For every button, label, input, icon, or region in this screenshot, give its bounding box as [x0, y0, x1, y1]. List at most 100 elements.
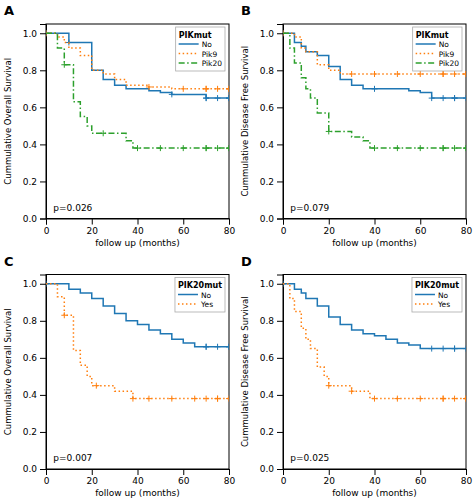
- tick-label: 0.4: [260, 390, 275, 400]
- legend-box: [413, 27, 462, 71]
- tick: 0.0: [23, 214, 46, 224]
- tick-mark: [40, 284, 46, 285]
- legend: PIKmutNoPik9Pik20: [413, 27, 462, 71]
- tick-mark: [138, 469, 139, 475]
- axis-domain: [277, 275, 284, 470]
- tick: 0.8: [23, 66, 46, 76]
- tick: 40: [369, 219, 381, 236]
- tick-mark: [420, 219, 421, 225]
- censor-mark: [215, 95, 221, 101]
- censor-mark: [440, 396, 446, 402]
- survival-curve: [283, 284, 466, 349]
- tick-label: 0: [281, 476, 287, 486]
- tick: 80: [461, 469, 473, 486]
- tick-label: 1.0: [260, 279, 275, 289]
- tick-label: 60: [415, 476, 427, 486]
- tick-mark: [420, 469, 421, 475]
- censor-mark: [61, 62, 67, 68]
- legend-box: [175, 278, 225, 313]
- tick: 0.8: [23, 316, 46, 326]
- censor-mark: [429, 346, 435, 352]
- censor-mark: [61, 312, 67, 318]
- censor-mark: [463, 95, 466, 101]
- x-axis: 020406080: [44, 469, 236, 486]
- tick-mark: [277, 33, 283, 34]
- legend-label: Yes: [200, 300, 213, 309]
- tick-label: 0.2: [23, 177, 37, 187]
- axis-domain: [40, 25, 47, 220]
- tick-label: 0.4: [260, 140, 275, 150]
- censor-mark: [215, 396, 221, 402]
- censor-mark: [463, 346, 466, 352]
- tick-label: 80: [224, 226, 236, 236]
- tick-mark: [40, 358, 46, 359]
- marks: [46, 281, 229, 402]
- censor-mark: [463, 396, 466, 402]
- tick: 0.8: [260, 316, 283, 326]
- tick: 0.8: [260, 66, 283, 76]
- tick-label: 0.6: [23, 103, 38, 113]
- tick-mark: [40, 219, 46, 220]
- tick-mark: [40, 395, 46, 396]
- plot-frame: [283, 275, 466, 470]
- censor-mark: [203, 145, 209, 151]
- tick: 0.2: [23, 427, 46, 437]
- censor-mark: [463, 396, 466, 402]
- survival-curve: [46, 284, 229, 399]
- legend-title: PIK20mut: [415, 281, 459, 290]
- legend-title: PIKmut: [416, 31, 449, 40]
- censor-mark: [203, 344, 209, 350]
- tick: 0.2: [23, 177, 46, 187]
- tick-label: 1.0: [23, 29, 38, 39]
- tick-label: 40: [369, 476, 381, 486]
- censor-mark: [452, 346, 458, 352]
- legend-swatch: [415, 294, 435, 296]
- tick-label: 0.0: [23, 464, 38, 474]
- tick: 20: [324, 469, 336, 486]
- legend-swatch: [178, 303, 198, 305]
- legend-label: No: [202, 40, 213, 49]
- censor-mark: [463, 145, 466, 151]
- censor-mark: [452, 396, 458, 402]
- panel-title: B: [241, 3, 251, 18]
- panel: D0204060800.00.20.40.60.81.0follow up (m…: [240, 254, 472, 499]
- tick: 60: [178, 219, 190, 236]
- tick: 1.0: [23, 279, 46, 289]
- tick-label: 0.2: [260, 427, 274, 437]
- tick: 0.0: [260, 464, 283, 474]
- tick-mark: [40, 33, 46, 34]
- censor-mark: [452, 346, 458, 352]
- censor-mark: [372, 86, 378, 92]
- plot-area: 0204060800.00.20.40.60.81.0follow up (mo…: [3, 24, 235, 248]
- tick-label: 80: [461, 226, 473, 236]
- tick: 0.4: [260, 140, 283, 150]
- survival-curve: [283, 33, 466, 98]
- tick-label: 0.8: [23, 316, 38, 326]
- tick-mark: [277, 432, 283, 433]
- censor-mark: [326, 383, 332, 389]
- tick-mark: [375, 219, 376, 225]
- y-axis-title: Cummulative Disease Free Survival: [240, 46, 250, 197]
- legend-swatch: [179, 53, 199, 55]
- axis-domain: [284, 470, 467, 476]
- legend-box: [176, 27, 225, 71]
- censor-mark: [372, 71, 378, 77]
- plot-frame: [46, 24, 229, 219]
- tick-label: 80: [461, 476, 473, 486]
- x-axis-title: follow up (months): [95, 488, 180, 498]
- tick-mark: [277, 144, 283, 145]
- legend: PIK20mutNoYes: [412, 278, 462, 313]
- plot-area: 0204060800.00.20.40.60.81.0follow up (mo…: [3, 275, 235, 499]
- legend-label: Yes: [437, 300, 450, 309]
- tick: 60: [415, 469, 427, 486]
- tick-mark: [277, 395, 283, 396]
- tick-label: 0.0: [23, 214, 38, 224]
- legend-box: [412, 278, 462, 313]
- tick: 60: [415, 219, 427, 236]
- tick: 0.4: [23, 140, 46, 150]
- legend-swatch: [416, 43, 436, 45]
- panel-title: A: [4, 3, 14, 18]
- tick-label: 40: [132, 476, 144, 486]
- censor-mark: [215, 86, 221, 92]
- censor-mark: [100, 130, 106, 136]
